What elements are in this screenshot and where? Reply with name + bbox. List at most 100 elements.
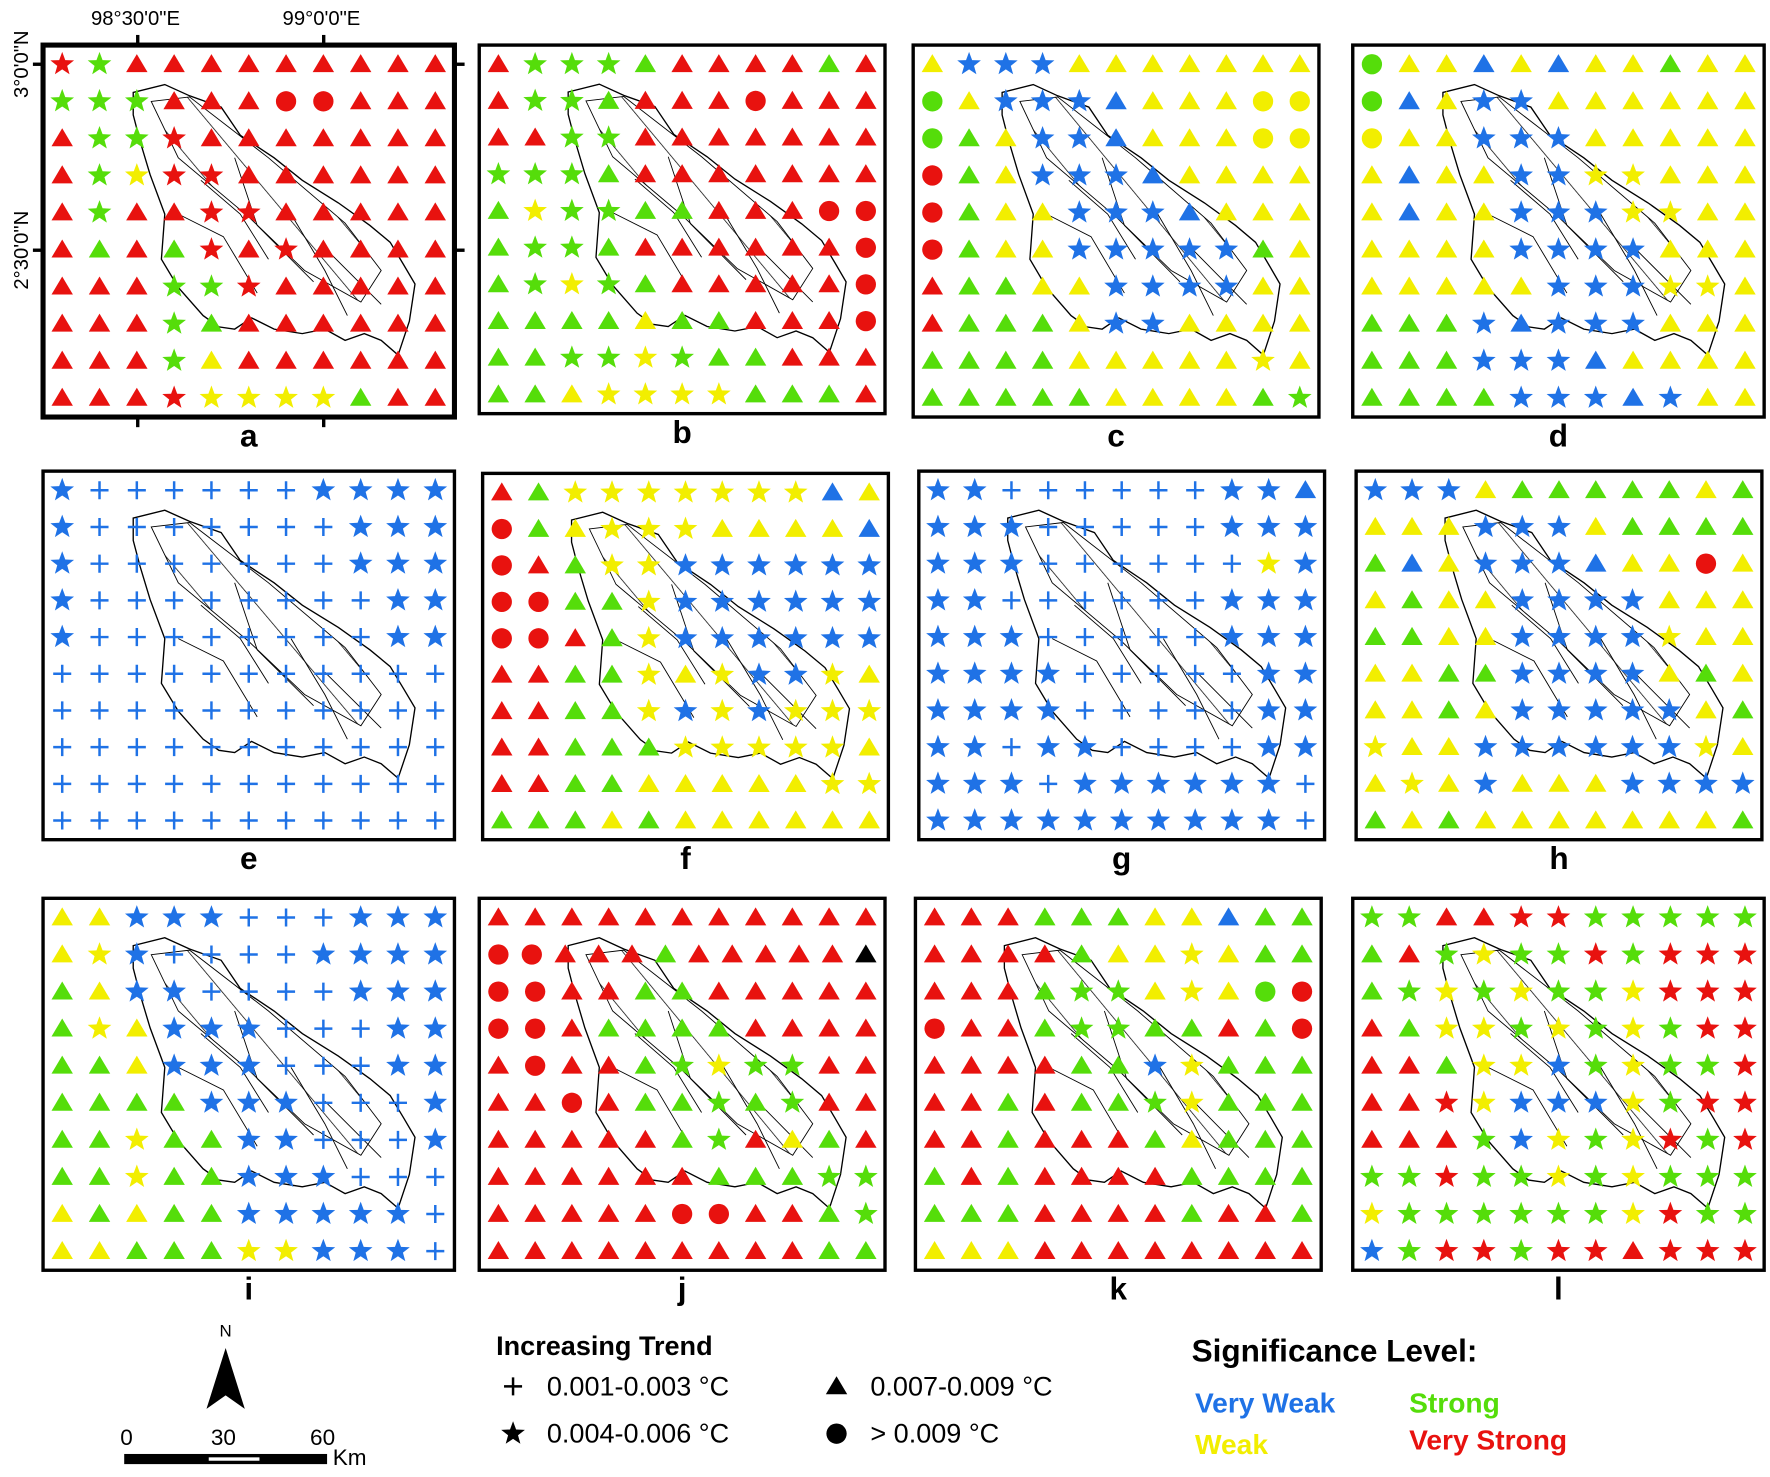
trend-symbol bbox=[634, 1092, 657, 1111]
trend-symbol bbox=[1435, 128, 1458, 147]
trend-symbol bbox=[564, 628, 586, 647]
trend-symbol bbox=[1732, 480, 1754, 499]
trend-symbol bbox=[708, 347, 730, 366]
trend-symbol bbox=[1067, 126, 1092, 149]
trend-symbol bbox=[1398, 128, 1420, 147]
trend-symbol bbox=[783, 698, 808, 722]
trend-symbol bbox=[1361, 54, 1383, 75]
trend-symbol bbox=[386, 551, 410, 574]
trend-symbol bbox=[1658, 480, 1680, 499]
trend-symbol bbox=[564, 555, 586, 574]
trend-symbol bbox=[1031, 387, 1054, 406]
trend-symbol bbox=[1067, 88, 1092, 112]
trend-symbol bbox=[997, 1203, 1019, 1222]
trend-symbol bbox=[1215, 350, 1237, 369]
trend-symbol bbox=[1438, 810, 1460, 829]
trend-symbol bbox=[1186, 517, 1205, 537]
trend-symbol bbox=[924, 1018, 945, 1039]
trend-symbol bbox=[561, 1129, 583, 1148]
trend-symbol bbox=[1222, 738, 1241, 757]
trend-symbol bbox=[165, 591, 184, 610]
trend-symbol bbox=[1659, 54, 1682, 73]
trend-symbol bbox=[783, 735, 808, 758]
trend-symbol bbox=[744, 310, 767, 329]
trend-symbol bbox=[127, 554, 146, 573]
trend-symbol bbox=[564, 810, 586, 829]
trend-symbol bbox=[426, 1242, 445, 1261]
trend-symbol bbox=[90, 481, 109, 500]
trend-symbol bbox=[597, 1166, 620, 1185]
trend-symbol bbox=[818, 90, 840, 109]
trend-symbol bbox=[487, 1240, 510, 1259]
trend-symbol bbox=[51, 1129, 73, 1148]
trend-symbol bbox=[1695, 1164, 1720, 1187]
trend-symbol bbox=[1291, 944, 1313, 963]
trend-symbol bbox=[922, 91, 943, 112]
trend-symbol bbox=[1293, 514, 1318, 538]
trend-symbol bbox=[426, 1204, 445, 1224]
trend-symbol bbox=[1105, 128, 1127, 147]
trend-symbol bbox=[90, 811, 109, 830]
trend-symbol bbox=[783, 625, 808, 649]
trend-symbol bbox=[1398, 91, 1420, 110]
trend-symbol bbox=[1548, 480, 1570, 499]
trend-symbol bbox=[126, 1092, 148, 1111]
trend-symbol bbox=[597, 90, 620, 109]
trend-symbol bbox=[202, 701, 221, 720]
trend-symbol bbox=[1511, 810, 1533, 829]
trend-symbol bbox=[1733, 1053, 1757, 1076]
trend-symbol bbox=[1075, 628, 1094, 647]
trend-symbol bbox=[523, 198, 547, 222]
trend-symbol bbox=[1178, 350, 1201, 369]
trend-symbol bbox=[1622, 350, 1644, 369]
trend-symbol bbox=[426, 811, 445, 830]
trend-symbol bbox=[708, 164, 730, 183]
trend-symbol bbox=[238, 313, 260, 332]
trend-symbol bbox=[1509, 1164, 1533, 1187]
trend-symbol bbox=[88, 350, 111, 369]
trend-symbol bbox=[708, 200, 730, 219]
trend-symbol bbox=[126, 387, 148, 406]
trend-symbol bbox=[688, 944, 710, 963]
trend-symbol bbox=[523, 271, 547, 295]
trend-symbol bbox=[921, 54, 944, 73]
trend-symbol bbox=[348, 979, 373, 1002]
trend-symbol bbox=[997, 1166, 1019, 1185]
trend-symbol bbox=[781, 347, 804, 366]
trend-symbol bbox=[962, 661, 987, 684]
trend-symbol bbox=[527, 773, 550, 792]
trend-symbol bbox=[855, 1055, 877, 1074]
trend-symbol bbox=[127, 517, 146, 537]
trend-symbol bbox=[1067, 237, 1092, 260]
trend-symbol bbox=[995, 387, 1017, 406]
trend-symbol bbox=[634, 1203, 657, 1222]
trend-symbol bbox=[1583, 942, 1608, 965]
trend-symbol bbox=[1733, 979, 1757, 1002]
trend-symbol bbox=[1361, 387, 1383, 406]
trend-symbol bbox=[311, 942, 336, 965]
trend-symbol bbox=[1106, 979, 1131, 1002]
trend-symbol bbox=[781, 981, 804, 1000]
trend-symbol bbox=[351, 1167, 370, 1186]
trend-symbol bbox=[564, 664, 586, 683]
trend-symbol bbox=[1034, 944, 1056, 963]
trend-symbol bbox=[671, 54, 693, 73]
trend-symbol bbox=[50, 624, 75, 648]
trend-symbol bbox=[1149, 738, 1168, 757]
trend-symbol bbox=[1510, 551, 1535, 574]
trend-symbol bbox=[563, 480, 588, 503]
trend-symbol bbox=[423, 1127, 448, 1150]
trend-symbol bbox=[314, 664, 333, 683]
trend-symbol bbox=[962, 698, 987, 721]
trend-symbol bbox=[638, 773, 660, 792]
trend-symbol bbox=[314, 554, 333, 573]
trend-symbol bbox=[162, 274, 186, 297]
trend-symbol bbox=[126, 1203, 148, 1222]
trend-symbol bbox=[163, 1129, 185, 1148]
trend-symbol bbox=[748, 773, 770, 792]
trend-symbol bbox=[820, 662, 845, 685]
scale-label: 30 bbox=[211, 1425, 236, 1450]
trend-symbol bbox=[277, 701, 296, 720]
trend-symbol bbox=[1289, 165, 1311, 184]
trend-symbol bbox=[997, 944, 1019, 963]
